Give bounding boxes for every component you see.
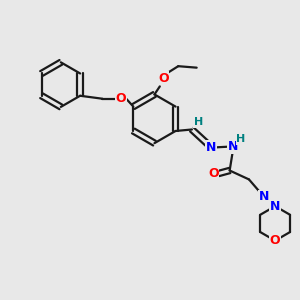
Text: O: O bbox=[208, 167, 219, 180]
Text: N: N bbox=[227, 140, 238, 153]
Text: H: H bbox=[236, 134, 246, 144]
Text: N: N bbox=[206, 141, 216, 154]
Text: H: H bbox=[194, 117, 203, 127]
Text: N: N bbox=[259, 190, 269, 203]
Text: O: O bbox=[270, 234, 280, 247]
Text: O: O bbox=[158, 72, 169, 85]
Text: N: N bbox=[270, 200, 280, 213]
Text: O: O bbox=[116, 92, 126, 105]
